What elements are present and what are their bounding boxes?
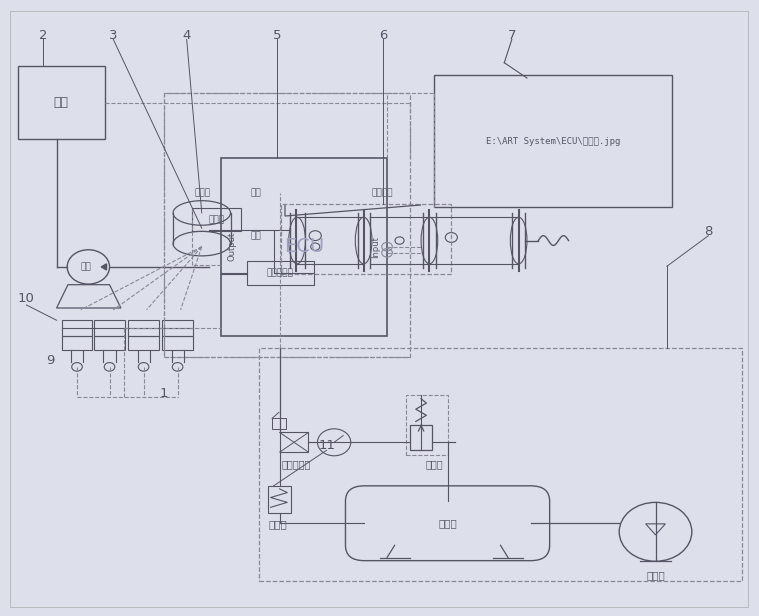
Bar xyxy=(221,158,387,336)
Text: 7: 7 xyxy=(508,28,516,42)
Text: E:\ART System\ECU\发动机.jpg: E:\ART System\ECU\发动机.jpg xyxy=(487,137,621,146)
Bar xyxy=(247,261,313,285)
Bar xyxy=(406,395,448,455)
Bar xyxy=(164,94,410,357)
Text: 9: 9 xyxy=(46,354,55,367)
Bar xyxy=(410,424,433,450)
Bar xyxy=(128,336,159,350)
Bar xyxy=(279,432,308,452)
Text: 6: 6 xyxy=(379,28,387,42)
Bar xyxy=(272,418,285,429)
Bar xyxy=(18,66,105,139)
Bar xyxy=(94,336,124,350)
Text: 油泵: 油泵 xyxy=(80,262,92,272)
Text: ECU: ECU xyxy=(284,237,324,256)
Text: 1: 1 xyxy=(159,387,168,400)
Text: Output: Output xyxy=(228,232,237,261)
Text: 供油: 供油 xyxy=(251,232,262,241)
Text: 电磁阀: 电磁阀 xyxy=(194,188,210,197)
Bar xyxy=(281,204,452,274)
Text: 减压阀: 减压阀 xyxy=(268,519,287,530)
Bar xyxy=(62,320,92,336)
Text: 油箱: 油箱 xyxy=(54,96,68,109)
Bar xyxy=(259,348,742,581)
Bar xyxy=(128,320,159,336)
Text: 供氧: 供氧 xyxy=(251,188,262,197)
Text: 加热及点火: 加热及点火 xyxy=(267,269,294,278)
Text: 5: 5 xyxy=(273,28,282,42)
Bar xyxy=(269,486,291,513)
Polygon shape xyxy=(101,264,106,270)
Text: 继电器: 继电器 xyxy=(209,215,225,224)
Text: 3: 3 xyxy=(109,28,118,42)
Text: 空气泵: 空气泵 xyxy=(646,570,665,580)
Bar xyxy=(192,208,241,232)
Text: 安全阀: 安全阀 xyxy=(425,460,442,469)
Text: 储气罐: 储气罐 xyxy=(438,518,457,529)
Text: Input: Input xyxy=(371,236,380,257)
Text: 旁通管道: 旁通管道 xyxy=(372,188,393,197)
Text: 10: 10 xyxy=(18,293,35,306)
Text: 8: 8 xyxy=(704,225,713,238)
Bar xyxy=(94,320,124,336)
Text: 4: 4 xyxy=(182,28,191,42)
Bar xyxy=(162,320,193,336)
Bar xyxy=(434,75,672,207)
Text: 压力传感器: 压力传感器 xyxy=(282,460,311,469)
Text: 2: 2 xyxy=(39,28,47,42)
Text: 11: 11 xyxy=(318,439,335,453)
Bar xyxy=(162,336,193,350)
Bar xyxy=(62,336,92,350)
